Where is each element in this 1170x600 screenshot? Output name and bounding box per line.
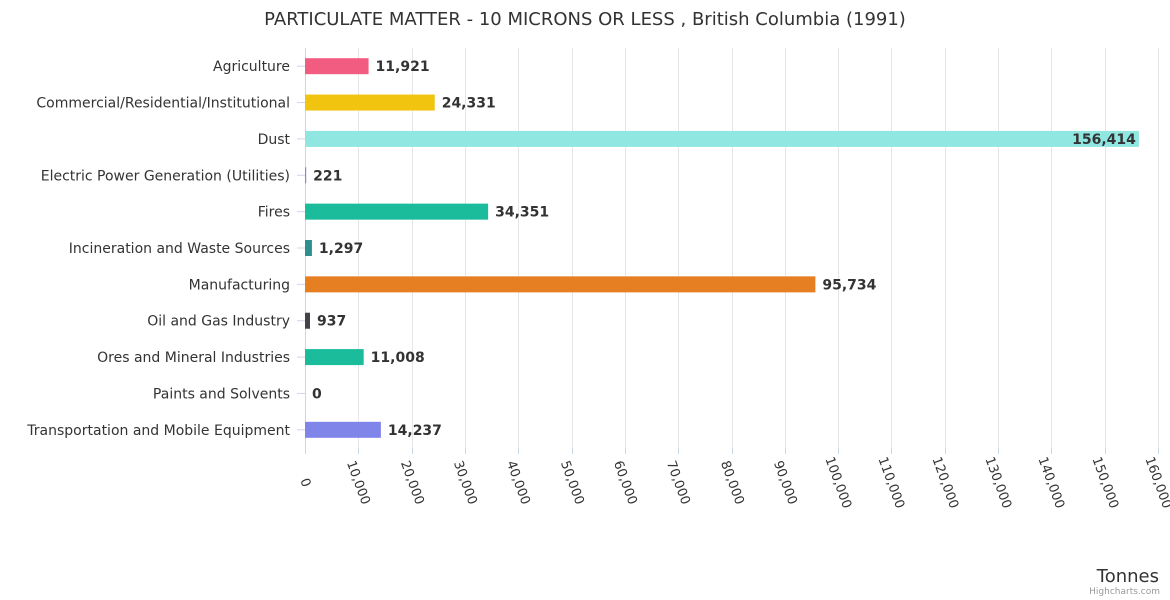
category-label: Incineration and Waste Sources: [69, 241, 290, 257]
bar[interactable]: [305, 167, 307, 184]
data-label: 11,921: [376, 59, 430, 75]
data-label: 1,297: [319, 241, 363, 257]
data-label: 156,414: [1072, 132, 1136, 148]
x-tick-label: 130,000: [982, 455, 1014, 511]
x-tick-label: 10,000: [343, 459, 373, 507]
bar[interactable]: [305, 58, 369, 75]
category-labels: Agriculture Commercial/Residential/Instit…: [26, 59, 305, 439]
data-label: 0: [312, 386, 322, 402]
x-tick-label: 40,000: [503, 459, 533, 507]
x-tick-label: 150,000: [1089, 455, 1121, 511]
category-label: Fires: [258, 205, 290, 221]
bar[interactable]: [305, 203, 489, 220]
data-label: 95,734: [822, 277, 876, 293]
x-tick-label: 80,000: [717, 459, 747, 507]
data-labels: 11,921 24,331 156,414 221 34,351 1,297 95,734 9…: [312, 59, 1136, 439]
x-tick-label: 20,000: [397, 459, 427, 507]
x-tick-label: 160,000: [1142, 455, 1170, 511]
x-tick-label: 140,000: [1035, 455, 1067, 511]
data-label: 24,331: [442, 96, 496, 112]
category-label: Dust: [258, 132, 291, 148]
category-label: Electric Power Generation (Utilities): [41, 168, 290, 184]
bar[interactable]: [305, 240, 312, 256]
x-tick-label: 60,000: [610, 459, 640, 507]
credits-link[interactable]: Highcharts.com: [1089, 587, 1160, 597]
data-label: 11,008: [371, 350, 425, 366]
bar[interactable]: [305, 94, 435, 111]
x-tick-label: 90,000: [770, 459, 800, 507]
bars: [305, 58, 1139, 438]
bar[interactable]: [305, 421, 381, 438]
x-tick-label: 120,000: [929, 455, 961, 511]
x-tick-label: 110,000: [875, 455, 907, 511]
data-label: 221: [313, 168, 342, 184]
x-tick-label: 50,000: [557, 459, 587, 507]
x-tick-label: 100,000: [822, 455, 854, 511]
bar[interactable]: [305, 349, 364, 366]
bar[interactable]: [305, 312, 310, 329]
data-label: 14,237: [388, 423, 442, 439]
data-label: 34,351: [495, 205, 549, 221]
category-label: Manufacturing: [189, 277, 290, 293]
category-label: Transportation and Mobile Equipment: [26, 423, 290, 439]
data-label: 937: [317, 314, 346, 330]
x-axis-ticks: 0 10,000 20,000 30,000 40,000 50,000 60,000 70,…: [296, 448, 1170, 511]
bar[interactable]: [305, 130, 1139, 147]
bar[interactable]: [305, 276, 816, 293]
category-label: Ores and Mineral Industries: [97, 350, 290, 366]
x-tick-label: 70,000: [663, 459, 693, 507]
category-label: Oil and Gas Industry: [147, 314, 290, 330]
category-label: Agriculture: [213, 59, 290, 75]
category-label: Paints and Solvents: [153, 386, 290, 402]
chart-title: PARTICULATE MATTER - 10 MICRONS OR LESS …: [264, 9, 906, 30]
x-tick-label: 0: [296, 476, 313, 489]
x-tick-label: 30,000: [450, 459, 480, 507]
category-label: Commercial/Residential/Institutional: [36, 96, 290, 112]
value-axis-title: Tonnes: [1096, 566, 1159, 587]
